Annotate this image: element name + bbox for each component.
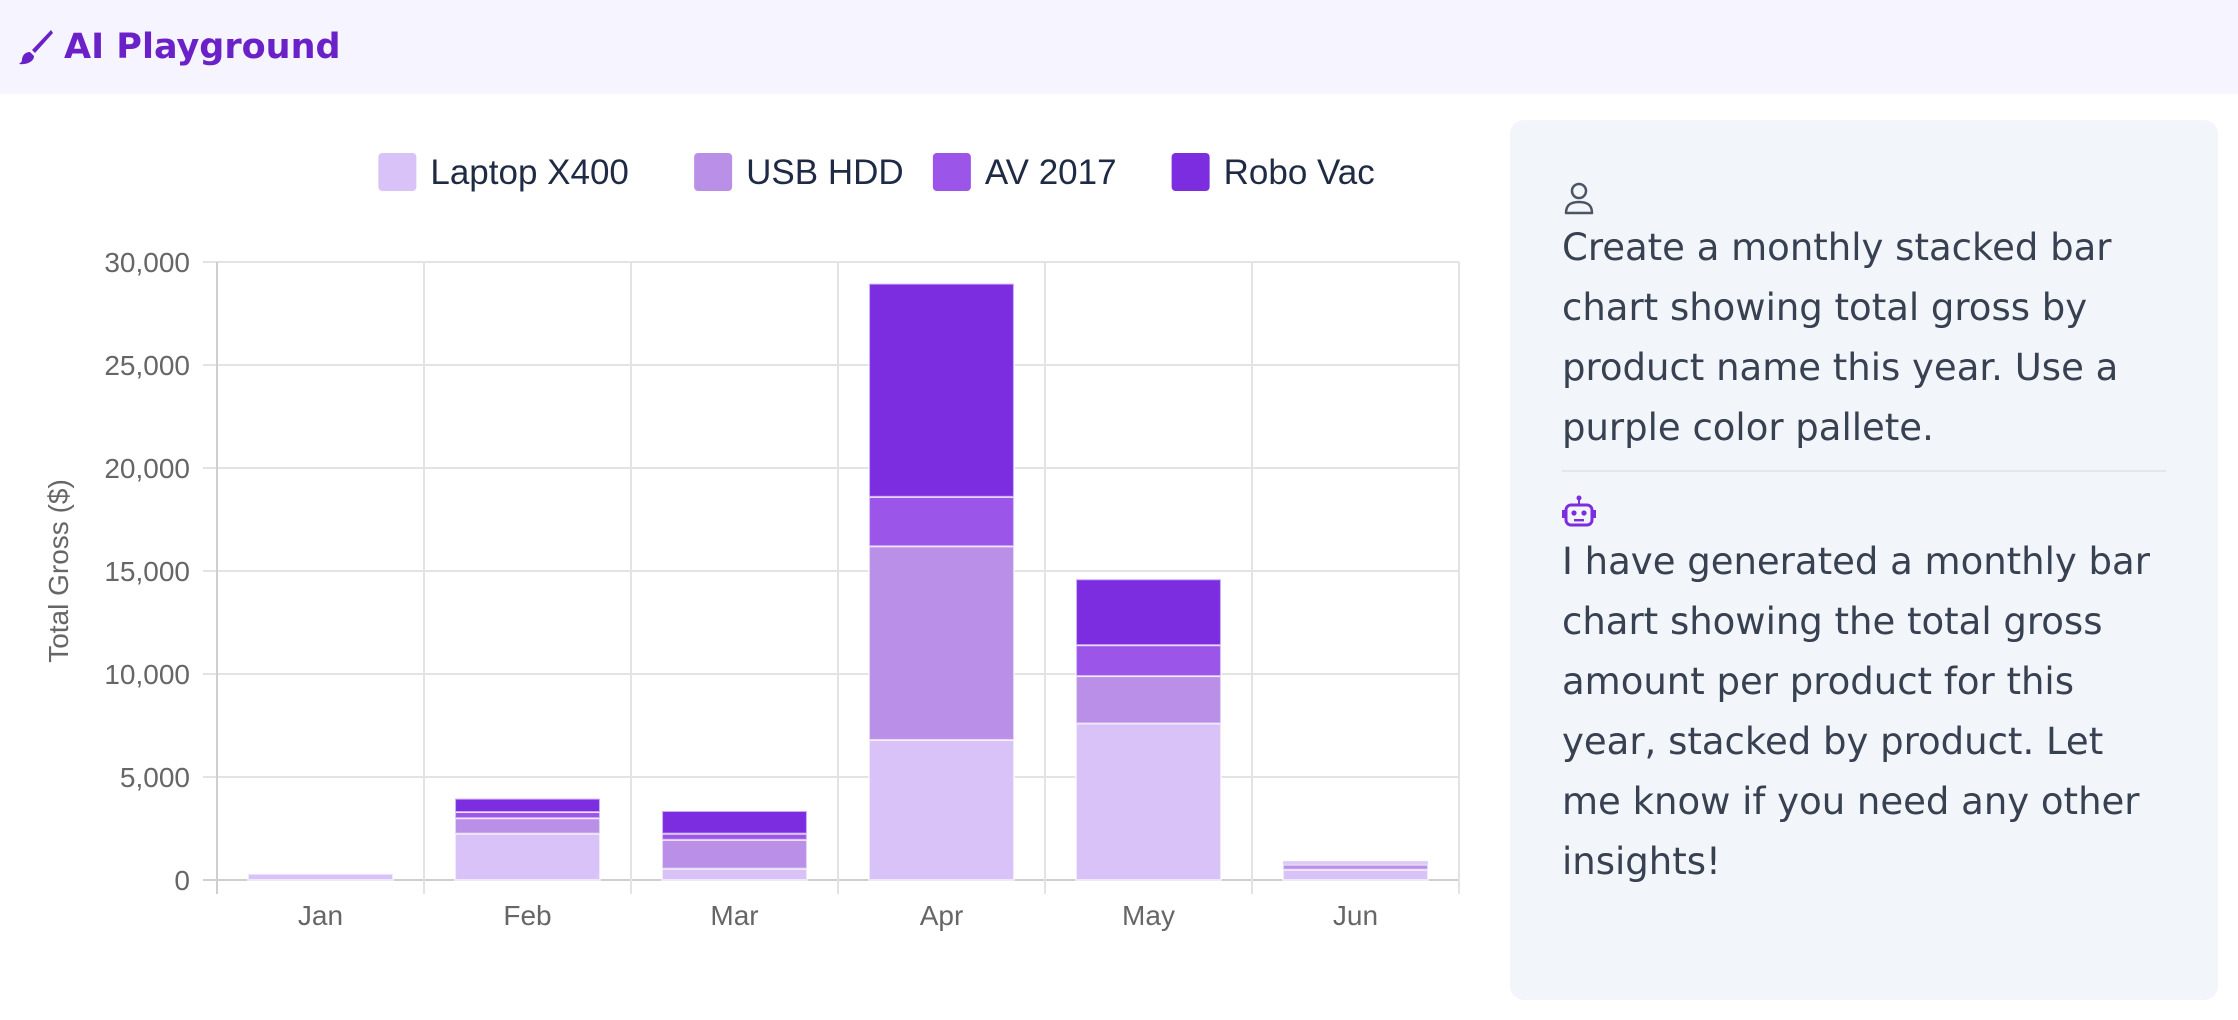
bar-segment	[661, 809, 808, 835]
legend-label: AV 2017	[985, 153, 1117, 192]
bar-segment	[868, 738, 1015, 881]
legend-swatch	[378, 153, 417, 191]
app-title: AI Playground	[64, 27, 341, 67]
bar-segment	[454, 817, 601, 835]
top-bar: AI Playground	[0, 0, 2238, 94]
app-brand[interactable]: AI Playground	[18, 27, 341, 67]
y-tick-label: 5,000	[120, 762, 190, 793]
x-tick-label: Jun	[1333, 900, 1378, 931]
legend-swatch	[932, 153, 971, 191]
bar-segment	[1282, 860, 1429, 864]
user-message-text: Create a monthly stacked bar chart showi…	[1562, 226, 2119, 449]
stacked-bar-chart: 0 5,000 10,000 15,000 20,000 25,000 30,000 Jan F…	[43, 153, 1460, 931]
x-tick-label: May	[1122, 900, 1175, 931]
message-divider	[1562, 470, 2166, 472]
y-axis-label: Total Gross ($)	[43, 479, 74, 663]
bar-segment	[1282, 868, 1429, 882]
bar-segment	[661, 867, 808, 881]
legend-label: USB HDD	[746, 153, 904, 192]
robot-icon	[1562, 495, 1596, 527]
assistant-message-text: I have generated a monthly bar chart sho…	[1562, 540, 2150, 883]
legend-swatch	[1171, 153, 1210, 191]
assistant-message: I have generated a monthly bar chart sho…	[1562, 494, 2166, 892]
legend-label: Laptop X400	[430, 153, 629, 192]
chart-area: 0 5,000 10,000 15,000 20,000 25,000 30,000 Jan F…	[0, 110, 1490, 1020]
bar-segment	[868, 545, 1015, 741]
y-tick-label: 0	[174, 865, 190, 896]
bar-segment	[454, 797, 601, 814]
y-tick-label: 15,000	[104, 556, 190, 587]
x-tick-label: Apr	[920, 900, 964, 931]
chat-panel: Create a monthly stacked bar chart showi…	[1510, 120, 2218, 1000]
paintbrush-icon	[19, 30, 53, 65]
bar-segment	[868, 282, 1015, 498]
y-tick-label: 20,000	[104, 453, 190, 484]
x-tick-label: Mar	[710, 900, 758, 931]
user-message: Create a monthly stacked bar chart showi…	[1562, 180, 2166, 458]
bar-segment	[1075, 675, 1222, 725]
bar-segment	[1075, 722, 1222, 881]
bar-segment	[1075, 644, 1222, 678]
bar-segment	[247, 872, 394, 882]
x-tick-label: Jan	[298, 900, 343, 931]
legend-swatch	[694, 153, 733, 191]
bar-segment	[661, 838, 808, 870]
x-tick-label: Feb	[503, 900, 551, 931]
user-icon	[1564, 182, 1594, 215]
bar-segment	[868, 495, 1015, 548]
y-tick-label: 10,000	[104, 659, 190, 690]
bar-segment	[1075, 578, 1222, 647]
y-tick-label: 30,000	[104, 247, 190, 278]
legend-label: Robo Vac	[1224, 153, 1375, 192]
bar-segment	[454, 832, 601, 882]
y-tick-label: 25,000	[104, 350, 190, 381]
